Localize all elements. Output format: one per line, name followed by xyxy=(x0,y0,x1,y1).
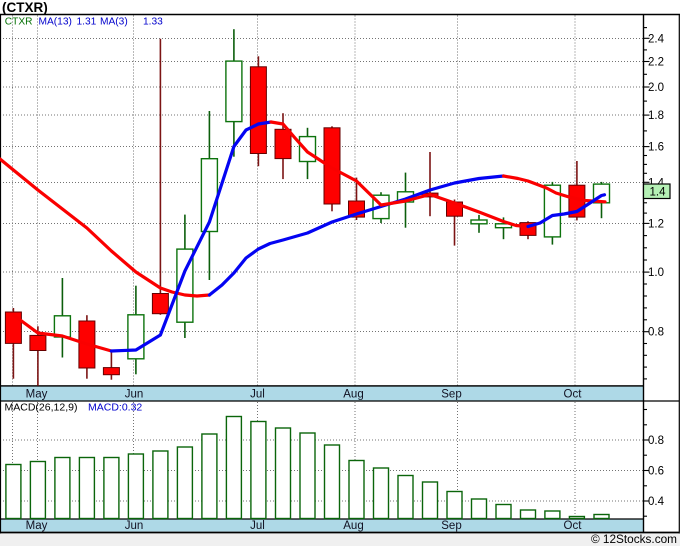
svg-text:2.2: 2.2 xyxy=(648,57,664,69)
svg-text:Aug: Aug xyxy=(343,520,363,532)
svg-text:1.8: 1.8 xyxy=(648,110,664,122)
svg-text:1.33: 1.33 xyxy=(143,17,163,28)
svg-text:1.6: 1.6 xyxy=(648,142,664,154)
svg-text:MACD(26,12,9): MACD(26,12,9) xyxy=(5,402,78,414)
svg-text:Aug: Aug xyxy=(343,389,363,401)
svg-text:0.8: 0.8 xyxy=(648,435,664,447)
svg-text:Oct: Oct xyxy=(564,520,583,532)
svg-text:1.2: 1.2 xyxy=(648,218,664,230)
svg-text:Jul: Jul xyxy=(250,389,265,401)
svg-text:1.0: 1.0 xyxy=(648,267,664,279)
svg-text:0.6: 0.6 xyxy=(648,466,664,478)
svg-text:0.8: 0.8 xyxy=(648,327,664,339)
svg-text:MACD:0.32: MACD:0.32 xyxy=(88,402,142,414)
svg-text:May: May xyxy=(26,520,48,532)
svg-text:Jul: Jul xyxy=(250,520,265,532)
svg-text:MA(3): MA(3) xyxy=(100,17,128,28)
svg-text:(CTXR): (CTXR) xyxy=(2,0,48,15)
svg-text:1.31: 1.31 xyxy=(77,17,97,28)
svg-text:1.4: 1.4 xyxy=(650,187,667,199)
svg-text:MA(13): MA(13) xyxy=(39,17,72,28)
svg-text:2.4: 2.4 xyxy=(648,33,665,45)
svg-text:2.0: 2.0 xyxy=(648,82,664,94)
svg-text:Jun: Jun xyxy=(125,520,144,532)
svg-text:CTXR: CTXR xyxy=(5,17,33,28)
svg-text:May: May xyxy=(26,389,48,401)
svg-text:© 12Stocks.com: © 12Stocks.com xyxy=(591,532,677,546)
svg-text:Sep: Sep xyxy=(441,389,461,401)
svg-text:0.4: 0.4 xyxy=(648,496,665,508)
svg-text:Jun: Jun xyxy=(125,389,144,401)
svg-text:Oct: Oct xyxy=(564,389,583,401)
svg-text:Sep: Sep xyxy=(441,520,461,532)
